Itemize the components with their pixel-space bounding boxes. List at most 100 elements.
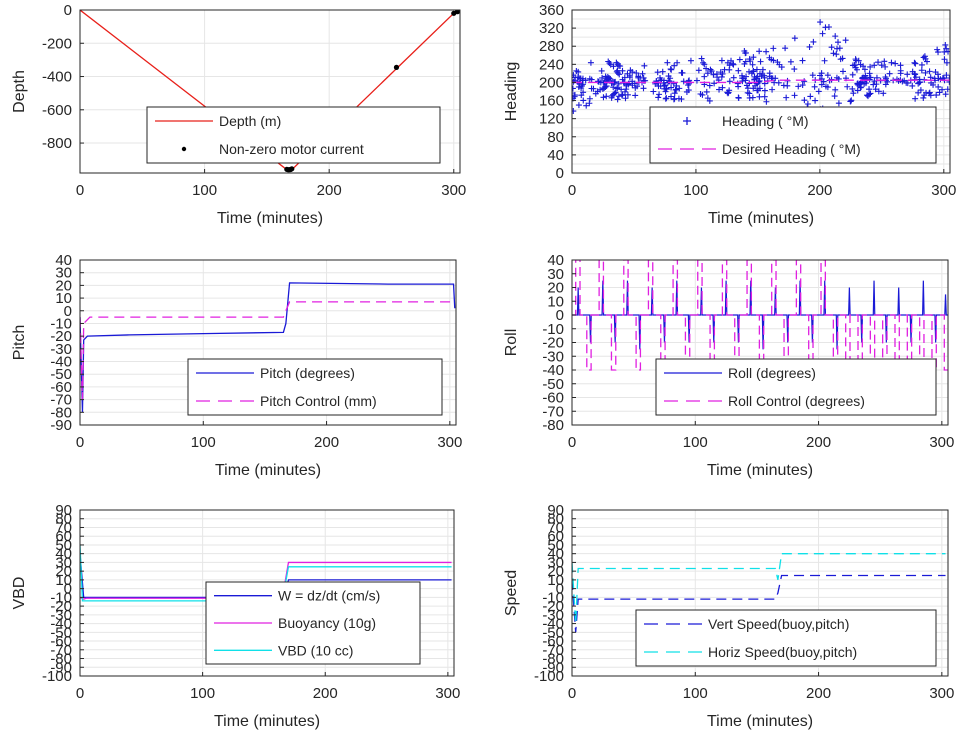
heading-series-0-marker bbox=[576, 75, 583, 82]
heading-series-0-marker bbox=[667, 66, 674, 73]
heading-series-0-marker bbox=[761, 93, 768, 100]
heading-series-0-marker bbox=[771, 79, 778, 86]
heading-series-0-marker bbox=[685, 87, 692, 94]
legend-box bbox=[635, 609, 937, 667]
heading-series-0-marker bbox=[668, 66, 675, 73]
heading-series-0-marker bbox=[693, 77, 700, 84]
heading-series-0-marker bbox=[848, 97, 855, 104]
y-tick-label: -30 bbox=[50, 607, 72, 624]
y-axis-label: Speed bbox=[503, 570, 520, 616]
heading-series-0-marker bbox=[616, 71, 623, 78]
heading-series-0-marker bbox=[735, 94, 742, 101]
heading-series-0-marker bbox=[922, 69, 929, 76]
heading-series-0-marker bbox=[941, 56, 948, 63]
heading-series-0-marker bbox=[668, 84, 675, 91]
heading-series-0-marker bbox=[897, 62, 904, 69]
y-axis-label: Roll bbox=[503, 329, 520, 357]
y-tick-label: -40 bbox=[542, 362, 564, 379]
speed-chart: 0 100 200 3009080706050403020100-10-20-30-4… bbox=[503, 502, 954, 730]
legend-marker bbox=[181, 146, 187, 152]
heading-series-0-marker bbox=[882, 63, 889, 70]
heading-series-0-marker bbox=[897, 67, 904, 74]
legend-entry: Desired Heading ( °M) bbox=[722, 141, 861, 157]
heading-series-0-marker bbox=[763, 98, 770, 105]
y-tick-label: -70 bbox=[542, 642, 564, 659]
y-tick-label: -400 bbox=[42, 69, 72, 86]
y-tick-label: -60 bbox=[50, 633, 72, 650]
heading-series-0-marker bbox=[602, 84, 609, 91]
x-tick-label: 100 bbox=[190, 685, 215, 702]
heading-series-0-marker bbox=[860, 63, 867, 70]
heading-series-0-marker bbox=[942, 41, 949, 48]
heading-series-0-marker bbox=[770, 45, 777, 52]
y-tick-label: 70 bbox=[55, 519, 72, 536]
heading-series-0-marker bbox=[768, 56, 775, 63]
y-tick-label: 10 bbox=[547, 572, 564, 589]
legend-entry: VBD (10 cc) bbox=[278, 642, 353, 658]
heading-series-0-marker bbox=[650, 88, 657, 95]
y-tick-label: 280 bbox=[539, 38, 564, 55]
heading-series-0-marker bbox=[801, 78, 808, 85]
heading-series-0-marker bbox=[579, 81, 586, 88]
heading-series-0-marker bbox=[918, 67, 925, 74]
y-tick-label: 30 bbox=[547, 266, 564, 283]
heading-series-0-marker bbox=[710, 71, 717, 78]
heading-series-0-marker bbox=[756, 93, 763, 100]
heading-series-0-marker bbox=[941, 48, 948, 55]
heading-series-0-marker bbox=[912, 60, 919, 67]
x-tick-label: 200 bbox=[317, 182, 342, 199]
heading-series-0-marker bbox=[761, 72, 768, 79]
heading-series-0-marker bbox=[795, 83, 802, 90]
heading-series-0-marker bbox=[791, 66, 798, 73]
heading-series-0-marker bbox=[621, 88, 628, 95]
heading-series-0-marker bbox=[754, 87, 761, 94]
heading-series-0-marker bbox=[807, 93, 814, 100]
heading-chart: 0 100 200 30004080120160200240280320360Time… bbox=[503, 2, 956, 227]
heading-series-0-marker bbox=[607, 75, 614, 82]
heading-series-0-marker bbox=[918, 61, 925, 68]
x-tick-label: 0 bbox=[568, 434, 576, 451]
heading-series-0-marker bbox=[927, 74, 934, 81]
heading-series-0-marker bbox=[861, 66, 868, 73]
heading-series-0-marker bbox=[575, 68, 582, 75]
heading-series-0-marker bbox=[734, 80, 741, 87]
heading-series-0-marker bbox=[685, 80, 692, 87]
y-tick-label: -100 bbox=[534, 668, 564, 685]
y-tick-label: -80 bbox=[50, 651, 72, 668]
heading-series-0-marker bbox=[726, 66, 733, 73]
heading-series-0-marker bbox=[697, 90, 704, 97]
heading-series-0-marker bbox=[695, 67, 702, 74]
heading-series-0-marker bbox=[928, 79, 935, 86]
roll-chart: 0 100 200 300403020100-10-20-30-40-50-60-70… bbox=[503, 252, 954, 479]
heading-series-0-marker bbox=[719, 70, 726, 77]
heading-series-0-marker bbox=[746, 56, 753, 63]
heading-series-0-marker bbox=[655, 94, 662, 101]
y-tick-label: 40 bbox=[547, 147, 564, 164]
heading-series-0-marker bbox=[674, 59, 681, 66]
heading-series-0-marker bbox=[598, 67, 605, 74]
y-tick-label: 40 bbox=[55, 546, 72, 563]
y-tick-label: -60 bbox=[50, 379, 72, 396]
heading-series-0-marker bbox=[763, 48, 770, 55]
heading-series-0-marker bbox=[811, 83, 818, 90]
heading-series-0-marker bbox=[654, 69, 661, 76]
legend: Roll (degrees) Roll Control (degrees) bbox=[655, 358, 937, 416]
heading-series-0-marker bbox=[825, 23, 832, 30]
heading-series-0-marker bbox=[884, 78, 891, 85]
y-tick-label: -80 bbox=[542, 417, 564, 434]
legend-box bbox=[146, 106, 441, 164]
x-axis-label: Time (minutes) bbox=[708, 210, 814, 227]
legend: Depth (m) Non-zero motor current bbox=[146, 106, 441, 164]
y-tick-label: -30 bbox=[542, 348, 564, 365]
heading-series-0-marker bbox=[839, 55, 846, 62]
y-tick-label: -80 bbox=[542, 651, 564, 668]
heading-series-0-marker bbox=[661, 77, 667, 84]
x-tick-label: 100 bbox=[683, 182, 708, 199]
heading-series-0-marker bbox=[749, 61, 756, 68]
y-axis-label: Depth bbox=[11, 70, 28, 113]
heading-series-0-marker bbox=[917, 87, 924, 94]
heading-series-0-marker bbox=[662, 82, 669, 89]
heading-series-0-marker bbox=[864, 92, 871, 99]
heading-series-0-marker bbox=[639, 70, 646, 77]
heading-series-0-marker bbox=[933, 92, 940, 99]
